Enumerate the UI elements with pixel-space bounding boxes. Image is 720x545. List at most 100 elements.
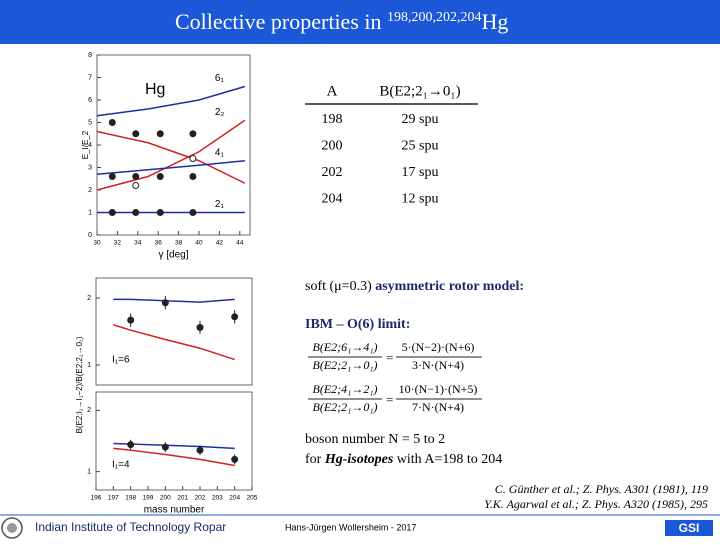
formula-den: B(E2;2₁→0₁): [313, 400, 378, 414]
y-tick-label: 5: [88, 119, 92, 126]
data-point: [189, 209, 197, 216]
model-text: soft (μ=0.3) asymmetric rotor model:: [305, 279, 524, 294]
table-cell: 202: [322, 165, 343, 180]
table-header: A: [327, 83, 338, 99]
model-curve: [96, 160, 245, 175]
table-cell: 17 spu: [402, 165, 439, 180]
title-text: Collective properties in: [175, 9, 387, 34]
data-point: [196, 323, 204, 331]
data-point: [196, 446, 204, 454]
model-name: asymmetric rotor model:: [375, 279, 524, 294]
curve-label: 6₁: [215, 73, 225, 84]
x-tick-label: 34: [134, 240, 142, 247]
x-tick-label: 201: [177, 495, 188, 502]
model-curve: [113, 447, 235, 467]
title-bar: [0, 0, 720, 44]
reference: C. Günther et al.; Z. Phys. A301 (1981),…: [495, 482, 708, 496]
reference: Y.K. Agarwal et al.; Z. Phys. A320 (1985…: [484, 497, 708, 511]
model-curve: [113, 298, 235, 303]
y-tick-label: 1: [88, 209, 92, 216]
formula-eq: =: [386, 350, 393, 365]
curve-label: 2₂: [215, 107, 225, 118]
svg-text:GSI: GSI: [679, 521, 700, 535]
x-tick-label: 42: [216, 240, 224, 247]
data-point: [156, 173, 164, 180]
plot-frame: [95, 277, 253, 386]
formula-num: 5·(N−2)·(N+6): [402, 340, 475, 354]
model-curve: [96, 130, 246, 184]
institute-logo: [1, 517, 23, 539]
data-point: [108, 119, 116, 126]
y-tick-label: 4: [88, 142, 92, 149]
plot-annotation: I₁=4: [112, 460, 130, 471]
table-header: B(E2;2₁→0₁): [379, 83, 460, 99]
footer-author: Hans-Jürgen Wollersheim - 2017: [285, 522, 416, 532]
data-point: [161, 299, 169, 307]
model-curve: [96, 119, 246, 191]
isotope-name: Hg-isotopes: [324, 452, 394, 467]
x-tick-label: 204: [229, 495, 240, 502]
table-cell: 204: [322, 192, 343, 207]
table-cell: 200: [322, 139, 343, 154]
data-point: [231, 455, 239, 463]
formula-num: 10·(N−1)·(N+5): [399, 382, 478, 396]
y-tick-label: 7: [88, 74, 92, 81]
y-tick-label: 8: [88, 52, 92, 59]
model-curve: [113, 324, 235, 361]
x-tick-label: 196: [91, 495, 102, 502]
x-tick-label: 36: [155, 240, 163, 247]
data-point: [231, 313, 239, 321]
open-point: [189, 155, 197, 162]
curve-label: 4₁: [215, 147, 225, 158]
formula-num: B(E2;6₁→4₁): [313, 340, 378, 354]
y-tick-label: 2: [87, 295, 91, 302]
plot-frame: [96, 54, 251, 236]
x-tick-label: 30: [93, 240, 101, 247]
plot-annotation: I₁=6: [112, 355, 130, 366]
title-element: Hg: [482, 9, 509, 34]
model-prefix: soft (μ=0.3): [305, 279, 375, 294]
formula-num: B(E2;4₁→2₁): [313, 382, 378, 396]
data-point: [132, 130, 140, 138]
data-point: [108, 209, 116, 216]
data-point: [127, 441, 135, 449]
formula-den: 7·N·(N+4): [412, 400, 464, 414]
title-superscript: 198,200,202,204: [387, 10, 482, 25]
isotope-text: for Hg-isotopes with A=198 to 204: [305, 452, 502, 467]
x-tick-label: 40: [195, 240, 203, 247]
formula-eq: =: [386, 392, 393, 407]
x-tick-label: 199: [143, 495, 154, 502]
x-tick-label: 203: [212, 495, 223, 502]
y-tick-label: 2: [88, 187, 92, 194]
data-point: [156, 130, 164, 138]
y-tick-label: 1: [87, 468, 91, 475]
model-curve: [96, 85, 246, 117]
footer-institute: Indian Institute of Technology Ropar: [35, 520, 226, 534]
data-point: [127, 316, 135, 324]
x-tick-label: 38: [175, 240, 183, 247]
data-point: [132, 173, 140, 180]
x-tick-label: 202: [195, 495, 206, 502]
x-tick-label: 198: [125, 495, 136, 502]
y-tick-label: 3: [88, 164, 92, 171]
data-point: [156, 209, 164, 216]
data-point: [189, 130, 197, 138]
x-tick-label: 32: [114, 240, 122, 247]
x-tick-label: 197: [108, 495, 119, 502]
x-axis-label: mass number: [144, 505, 205, 516]
x-tick-label: 200: [160, 495, 171, 502]
y-tick-label: 2: [87, 407, 91, 414]
data-point: [132, 209, 140, 216]
isotope-prefix: for: [305, 452, 325, 467]
boson-text: boson number N = 5 to 2: [305, 432, 445, 447]
table-cell: 198: [322, 112, 343, 127]
plot-frame: [95, 391, 253, 491]
data-point: [189, 173, 197, 180]
table-cell: 12 spu: [402, 192, 439, 207]
y-tick-label: 1: [87, 362, 91, 369]
table-cell: 25 spu: [402, 139, 439, 154]
y-axis-label: B(E2;I₁→I₁−2)/B(E2;2₁→0₁): [75, 336, 84, 433]
x-tick-label: 205: [247, 495, 258, 502]
